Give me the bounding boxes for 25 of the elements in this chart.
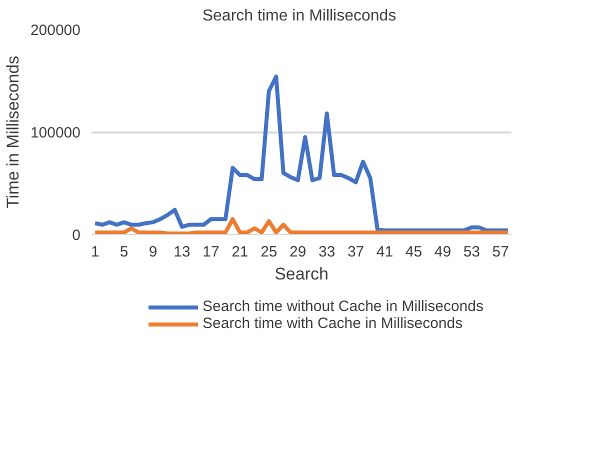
x-tick-label: 41 bbox=[376, 244, 394, 260]
x-tick-label: 49 bbox=[434, 244, 452, 260]
line-series bbox=[93, 217, 510, 234]
y-axis-title: Time in Milliseconds bbox=[3, 56, 22, 208]
x-tick-label: 53 bbox=[463, 244, 480, 260]
x-tick-label: 17 bbox=[202, 244, 220, 260]
x-tick-label: 9 bbox=[148, 244, 158, 260]
x-tick-label: 45 bbox=[405, 244, 422, 260]
y-tick-label: 0 bbox=[72, 227, 80, 244]
x-tick-label: 1 bbox=[90, 244, 100, 260]
x-tick-label: 5 bbox=[120, 244, 128, 260]
x-tick-label: 57 bbox=[492, 244, 509, 260]
line-series bbox=[93, 74, 510, 232]
y-tick-label: 100000 bbox=[30, 124, 81, 142]
y-tick-label: 200000 bbox=[30, 22, 81, 39]
x-tick-label: 29 bbox=[290, 244, 306, 260]
legend-label: Search time with Cache in Milliseconds bbox=[202, 315, 463, 332]
x-tick-label: 13 bbox=[174, 244, 190, 260]
legend-label: Search time without Cache in Milliseconds bbox=[202, 298, 484, 315]
x-axis-title: Search bbox=[274, 264, 328, 284]
x-tick-label: 25 bbox=[260, 244, 278, 260]
chart-title: Search time in Milliseconds bbox=[202, 8, 396, 24]
x-tick-label: 21 bbox=[232, 244, 248, 260]
x-tick-label: 33 bbox=[318, 244, 336, 260]
x-tick-label: 37 bbox=[347, 244, 364, 260]
